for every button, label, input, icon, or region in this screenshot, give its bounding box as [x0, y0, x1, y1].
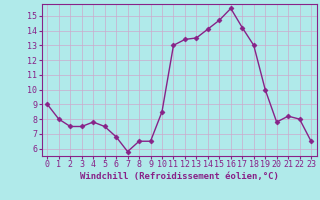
X-axis label: Windchill (Refroidissement éolien,°C): Windchill (Refroidissement éolien,°C) [80, 172, 279, 181]
